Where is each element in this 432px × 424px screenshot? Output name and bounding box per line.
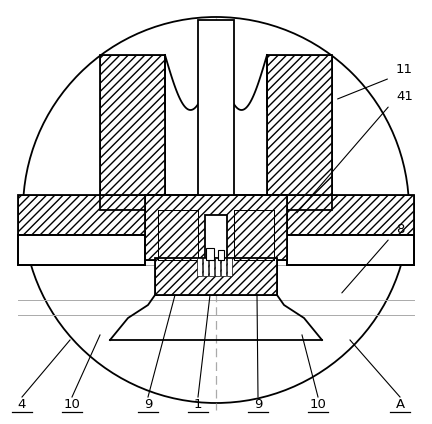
Text: 8: 8: [396, 223, 404, 236]
Bar: [209, 258, 214, 276]
Bar: [218, 250, 224, 260]
Circle shape: [23, 17, 409, 403]
Bar: [215, 258, 220, 276]
Bar: [18, 195, 414, 235]
Bar: [206, 248, 214, 260]
Bar: [287, 235, 414, 265]
Bar: [100, 55, 165, 210]
Bar: [227, 258, 232, 276]
Bar: [145, 195, 287, 260]
Bar: [203, 258, 208, 276]
Bar: [287, 235, 414, 265]
Text: 1: 1: [194, 399, 202, 412]
Text: 41: 41: [396, 90, 413, 103]
Bar: [100, 55, 165, 210]
Bar: [267, 55, 332, 210]
Text: 9: 9: [254, 399, 262, 412]
Text: 11: 11: [396, 63, 413, 76]
Bar: [155, 258, 277, 295]
Bar: [145, 195, 287, 260]
Bar: [158, 210, 198, 260]
Bar: [267, 55, 332, 210]
Bar: [234, 210, 274, 260]
Bar: [221, 258, 226, 276]
Text: 4: 4: [18, 399, 26, 412]
Text: A: A: [395, 399, 404, 412]
Bar: [18, 235, 145, 265]
Bar: [198, 20, 234, 215]
Bar: [158, 210, 198, 260]
Bar: [155, 258, 277, 295]
Text: 10: 10: [64, 399, 80, 412]
Bar: [18, 235, 145, 265]
Bar: [18, 195, 414, 235]
Bar: [205, 215, 227, 260]
Text: 10: 10: [310, 399, 327, 412]
Bar: [18, 235, 145, 265]
Bar: [234, 210, 274, 260]
Bar: [287, 235, 414, 265]
Bar: [197, 258, 202, 276]
Text: 9: 9: [144, 399, 152, 412]
